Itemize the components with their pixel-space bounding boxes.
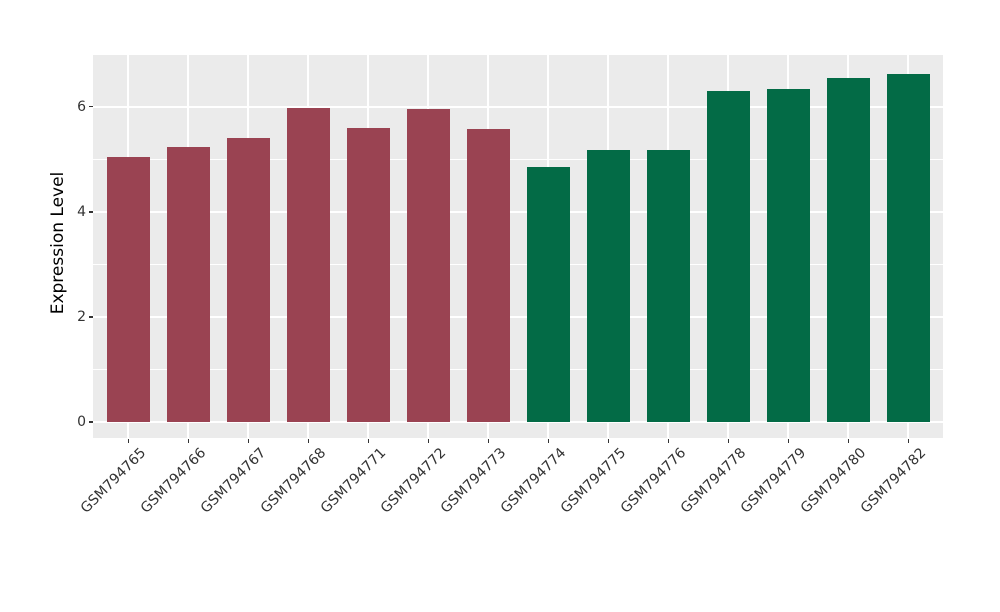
y-tickmark-4 [88,211,93,213]
x-tickmark-GSM794772 [427,438,430,443]
bar-GSM794768 [287,107,330,422]
x-tickmark-GSM794782 [907,438,910,443]
bar-GSM794782 [887,73,930,422]
gridline-minor-5 [93,158,943,160]
bar-GSM794775 [587,149,630,422]
x-tickmark-GSM794778 [727,438,730,443]
bar-GSM794779 [767,88,810,422]
x-tickmark-GSM794766 [187,438,190,443]
bar-GSM794778 [707,90,750,422]
bar-GSM794766 [167,147,210,422]
y-tickmark-6 [88,105,93,108]
x-tickmark-GSM794774 [547,438,550,443]
bar-GSM794773 [467,128,510,422]
y-tick-label-6: 6 [77,98,86,115]
y-tick-label-2: 2 [77,308,86,325]
gridline-minor-1 [93,368,943,370]
gridline-major-6 [93,105,943,108]
x-tickmark-GSM794768 [307,438,310,443]
gridline-major-4 [93,210,943,213]
x-tickmark-GSM794779 [787,438,790,443]
x-tickmark-GSM794771 [367,438,370,443]
x-tickmark-GSM794767 [247,438,250,443]
bar-GSM794771 [347,127,390,422]
y-tickmark-0 [88,421,93,423]
bar-GSM794767 [227,138,270,422]
y-tick-label-4: 4 [77,203,86,220]
bar-GSM794774 [527,166,570,422]
x-tickmark-GSM794765 [127,438,130,443]
x-tickmark-GSM794776 [667,438,670,443]
y-tick-label-0: 0 [77,414,86,430]
bar-GSM794776 [647,149,690,422]
y-tickmark-2 [88,316,93,318]
bar-GSM794772 [407,108,450,422]
x-tickmark-GSM794773 [487,438,490,443]
bar-GSM794765 [107,156,150,422]
x-tickmark-GSM794780 [847,438,850,443]
gridline-major-0 [93,421,943,423]
plot-panel [93,55,943,438]
gridline-major-2 [93,315,943,318]
x-tickmark-GSM794775 [607,438,610,443]
gridline-minor-3 [93,263,943,265]
bar-GSM794780 [827,77,870,422]
